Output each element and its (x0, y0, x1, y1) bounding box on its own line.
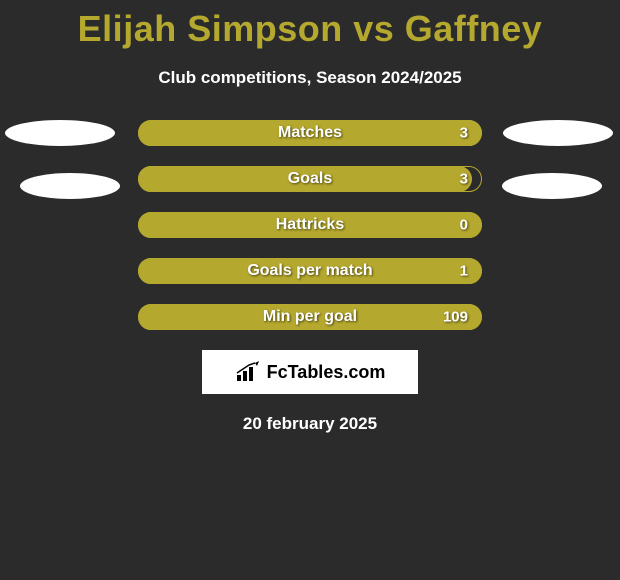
stats-area: Matches 3 Goals 3 Hattricks 0 Goals per … (0, 120, 620, 434)
stat-row-goals: Goals 3 (138, 166, 482, 192)
stat-bars: Matches 3 Goals 3 Hattricks 0 Goals per … (138, 120, 482, 330)
stat-label: Matches (138, 124, 482, 142)
chart-icon (235, 361, 261, 383)
player-left-ellipse-2 (20, 173, 120, 199)
stat-row-min-per-goal: Min per goal 109 (138, 304, 482, 330)
stat-value: 1 (460, 263, 468, 280)
stat-value: 3 (460, 171, 468, 188)
stat-label: Min per goal (138, 308, 482, 326)
subtitle: Club competitions, Season 2024/2025 (0, 68, 620, 88)
stat-row-matches: Matches 3 (138, 120, 482, 146)
player-right-ellipse-2 (502, 173, 602, 199)
date-line: 20 february 2025 (0, 414, 620, 434)
stat-row-goals-per-match: Goals per match 1 (138, 258, 482, 284)
stat-label: Goals (138, 170, 482, 188)
player-right-ellipse-1 (503, 120, 613, 146)
stat-value: 109 (443, 309, 468, 326)
player-left-ellipse-1 (5, 120, 115, 146)
logo-box: FcTables.com (202, 350, 418, 394)
page-title: Elijah Simpson vs Gaffney (0, 0, 620, 50)
stat-label: Hattricks (138, 216, 482, 234)
root-container: Elijah Simpson vs Gaffney Club competiti… (0, 0, 620, 580)
stat-value: 0 (460, 217, 468, 234)
stat-row-hattricks: Hattricks 0 (138, 212, 482, 238)
stat-label: Goals per match (138, 262, 482, 280)
logo-text: FcTables.com (267, 362, 386, 383)
stat-value: 3 (460, 125, 468, 142)
